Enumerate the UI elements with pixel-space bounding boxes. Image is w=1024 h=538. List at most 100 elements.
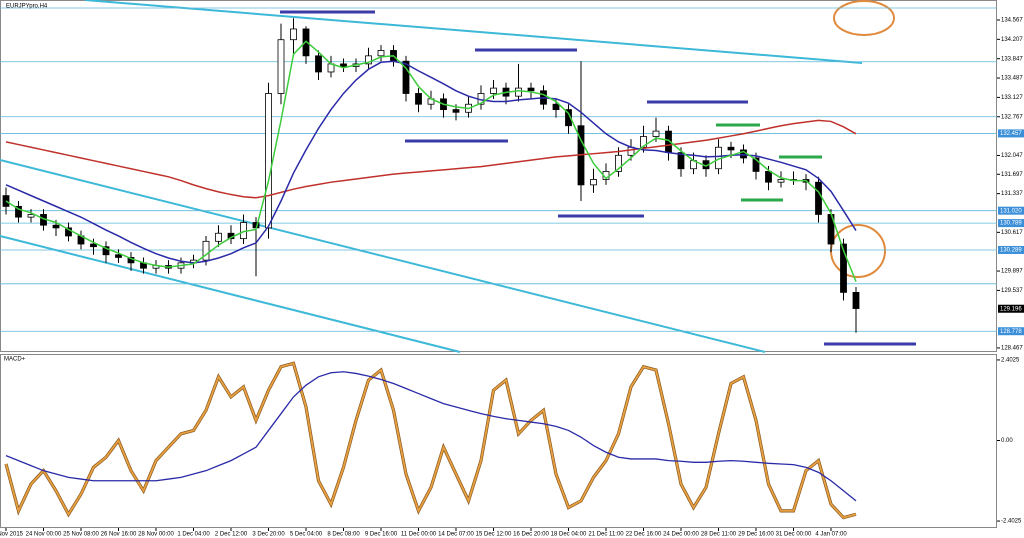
candle-body: [15, 205, 22, 218]
x-tick-label: 22 Dec 16:00: [626, 532, 662, 538]
trend-line: [0, 235, 461, 353]
candle-body: [402, 60, 410, 94]
price-tag-label: 130.289: [1000, 248, 1022, 254]
x-tick-label: 5 Dec 04:00: [290, 532, 323, 538]
x-tick-label: 26 Nov 16:00: [101, 532, 137, 538]
candle-body: [677, 152, 685, 170]
moving-average: [5, 40, 857, 282]
trend-line: [0, 159, 766, 353]
x-tick-label: 28 Dec 11:00: [701, 532, 737, 538]
candle-body: [265, 93, 272, 229]
last-price-tag: [998, 304, 1024, 313]
candle-body: [777, 179, 785, 183]
x-tick-label: 2 Dec 12:00: [215, 532, 248, 538]
trend-line: [84, 0, 863, 64]
y-tick-label: 129.897: [1001, 269, 1023, 275]
price-tag-label: 128.778: [1000, 329, 1022, 335]
highlight-circle: [833, 0, 895, 36]
price-tag-label: 132.457: [1000, 131, 1022, 137]
candle-body: [652, 130, 660, 137]
price-panel: [0, 0, 997, 352]
candle-body: [340, 63, 347, 67]
last-price-label: 129.196: [1000, 306, 1022, 312]
x-tick-label: 1 Dec 04:00: [177, 532, 210, 538]
candle-body: [852, 291, 860, 309]
candle-body: [365, 55, 372, 65]
x-tick-label: 16 Dec 20:00: [513, 532, 549, 538]
x-tick-label: 11 Dec 00:00: [401, 532, 437, 538]
moving-average: [5, 60, 857, 264]
x-tick-label: 8 Dec 08:00: [327, 532, 360, 538]
x-tick-label: 9 Dec 16:00: [365, 532, 398, 538]
price-tag: [998, 129, 1024, 138]
y-tick-label: 131.337: [1001, 191, 1023, 197]
candle-body: [590, 179, 597, 186]
candle-body: [27, 214, 35, 218]
y-tick-label: 133.847: [1001, 56, 1023, 62]
price-tag-label: 130.789: [1000, 221, 1022, 227]
x-tick-label: 28 Nov 00:00: [138, 532, 174, 538]
y-tick-label: 133.127: [1001, 95, 1023, 101]
x-tick-label: 15 Dec 12:00: [476, 532, 512, 538]
candle-body: [552, 103, 560, 111]
y-tick-label: 132.047: [1001, 153, 1023, 159]
price-tag: [998, 245, 1024, 254]
candle-body: [290, 28, 297, 41]
candle-body: [490, 87, 497, 94]
y-tick-label: 129.537: [1001, 288, 1023, 294]
y-tick-label: 132.767: [1001, 114, 1023, 120]
candle-body: [202, 240, 210, 261]
macd-panel: [0, 354, 997, 528]
candle-body: [52, 224, 60, 229]
x-tick-label: 25 Nov 08:00: [63, 532, 99, 538]
candle-body: [377, 50, 385, 57]
y-tick-label: 133.487: [1001, 76, 1023, 82]
indicator-label: MACD+: [4, 357, 26, 363]
y-tick-label: 130.617: [1001, 230, 1023, 236]
y-tick-label: 2.4025: [1001, 358, 1020, 364]
y-tick-label: -2.4025: [1001, 519, 1022, 525]
candle-body: [815, 181, 822, 215]
candle-body: [840, 243, 847, 293]
price-tag: [998, 206, 1024, 215]
candle-body: [527, 87, 535, 92]
y-tick-label: 131.697: [1001, 172, 1023, 178]
x-tick-label: 24 Nov 00:00: [26, 532, 62, 538]
candle-body: [277, 39, 285, 94]
x-tick-label: 24 Dec 00:00: [663, 532, 699, 538]
moving-average: [5, 119, 857, 199]
x-tick-label: 20 Nov 2015: [0, 532, 24, 538]
x-tick-label: 29 Dec 16:00: [738, 532, 774, 538]
x-tick-label: 31 Dec 00:00: [776, 532, 812, 538]
candle-body: [640, 136, 647, 148]
x-tick-label: 21 Dec 11:00: [588, 532, 624, 538]
x-tick-label: 4 Jan 07:00: [815, 532, 847, 538]
x-tick-label: 3 Dec 20:00: [252, 532, 285, 538]
candle-body: [765, 171, 772, 183]
candle-body: [515, 87, 522, 97]
x-tick-label: 18 Dec 04:00: [551, 532, 587, 538]
candle-body: [102, 246, 110, 256]
candle-body: [315, 55, 322, 73]
candle-body: [90, 243, 97, 248]
candle-body: [115, 254, 122, 258]
candle-body: [452, 109, 460, 113]
price-tag: [998, 327, 1024, 336]
candle-body: [727, 146, 735, 151]
price-tag: [998, 219, 1024, 228]
drawings: [0, 0, 916, 353]
y-tick-label: 134.207: [1001, 37, 1023, 43]
candle-body: [615, 154, 622, 172]
y-tick-label: 134.567: [1001, 18, 1023, 24]
price-tag-label: 131.020: [1000, 208, 1022, 214]
candle-body: [752, 157, 760, 172]
oscillator-line: [5, 371, 857, 502]
y-tick-label: 128.467: [1001, 346, 1023, 352]
candle-body: [565, 109, 572, 127]
y-tick-label: 0.00: [1001, 438, 1013, 444]
symbol-label: EURJPYpro,H4: [6, 4, 48, 10]
candle-body: [415, 93, 422, 105]
candle-body: [215, 232, 222, 242]
